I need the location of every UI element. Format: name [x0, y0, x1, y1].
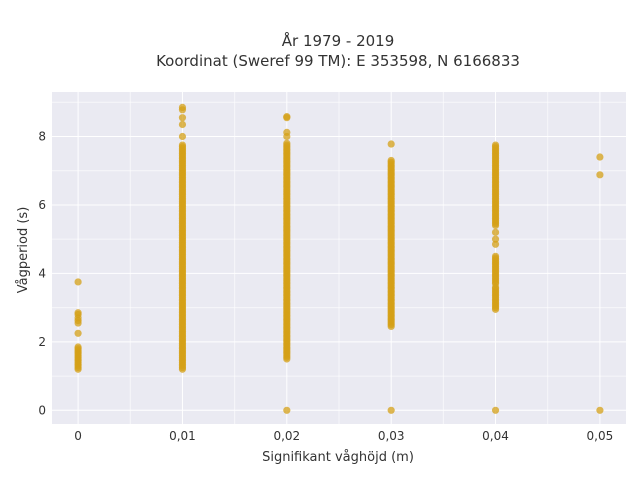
x-tick-label: 0,01	[169, 429, 196, 443]
data-point	[74, 329, 82, 337]
chart-title-line-1: År 1979 - 2019	[282, 31, 395, 50]
x-tick-label: 0,04	[482, 429, 509, 443]
x-axis-label: Signifikant våghöjd (m)	[262, 450, 414, 465]
data-point	[74, 278, 82, 286]
data-point	[74, 343, 82, 351]
data-point	[596, 406, 604, 414]
data-point	[178, 132, 187, 141]
data-point	[178, 103, 187, 112]
data-point	[74, 309, 82, 317]
y-tick-label: 0	[38, 403, 46, 417]
y-tick-label: 4	[38, 266, 46, 280]
data-point	[491, 235, 500, 243]
data-point	[283, 113, 291, 121]
y-tick-label: 6	[38, 198, 46, 212]
x-tick-label: 0,03	[378, 429, 405, 443]
x-tick-label: 0	[74, 429, 82, 443]
chart-title-line-2: Koordinat (Sweref 99 TM): E 353598, N 61…	[156, 52, 520, 70]
y-tick-label: 2	[38, 335, 46, 349]
data-point	[387, 156, 395, 165]
data-point	[491, 252, 500, 260]
data-point	[387, 140, 395, 148]
data-point	[283, 139, 291, 147]
data-point	[596, 153, 604, 161]
data-point	[491, 141, 500, 149]
x-tick-label: 0,05	[587, 429, 614, 443]
x-tick-label: 0,02	[273, 429, 300, 443]
y-axis-label: Vågperiod (s)	[16, 207, 31, 294]
data-point	[596, 171, 604, 179]
grid-lines	[52, 92, 626, 424]
data-point	[178, 114, 187, 122]
data-point	[178, 120, 187, 129]
data-point	[491, 228, 500, 236]
data-points	[74, 103, 604, 414]
data-point	[491, 240, 500, 248]
x-axis-ticks: 0 0,01 0,02 0,03 0,04 0,05	[74, 429, 613, 443]
data-point	[283, 406, 291, 414]
data-point	[387, 406, 395, 414]
data-point	[178, 141, 187, 149]
data-point	[491, 406, 500, 414]
data-point	[283, 128, 291, 136]
y-axis-ticks: 0 2 4 6 8	[38, 129, 46, 417]
y-tick-label: 8	[38, 129, 46, 143]
